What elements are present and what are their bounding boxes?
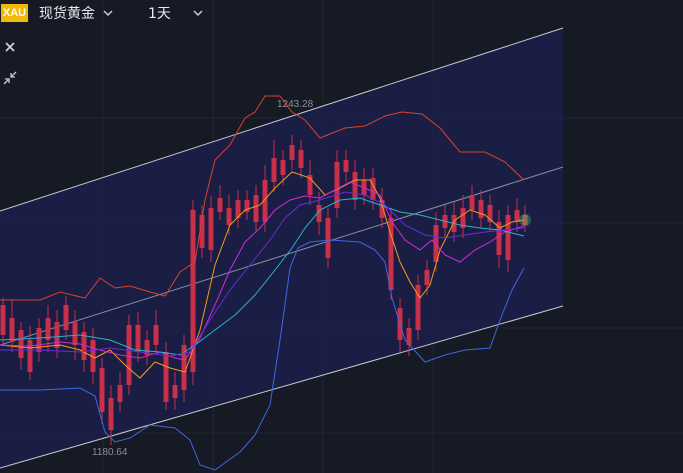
candle-down: [235, 200, 241, 218]
candles: [0, 135, 528, 445]
candle-down: [117, 385, 123, 402]
candle-down: [54, 322, 60, 348]
candle-down: [90, 340, 96, 372]
candle-down: [379, 200, 385, 218]
candle-down: [172, 385, 178, 398]
candle-down: [262, 180, 268, 222]
candle-down: [460, 208, 466, 228]
candle-down: [487, 205, 493, 222]
chevron-down-icon: [103, 5, 113, 21]
candle-down: [253, 195, 259, 222]
candle-down: [289, 145, 295, 160]
collapse-icon: [3, 71, 17, 85]
candle-down: [208, 208, 214, 250]
candle-down: [153, 325, 159, 345]
candle-down: [190, 210, 196, 372]
candle-down: [135, 325, 141, 352]
candle-down: [280, 160, 286, 175]
candle-down: [469, 195, 475, 210]
candle-down: [217, 198, 223, 212]
timeframe-label: 1天: [148, 6, 171, 22]
candle-down: [27, 340, 33, 372]
close-icon: [5, 42, 15, 52]
candle-down: [307, 175, 313, 195]
ma-orange-line: [0, 171, 525, 379]
candle-down: [298, 150, 304, 168]
candle-down: [0, 305, 6, 335]
candle-down: [496, 222, 502, 255]
candle-down: [478, 200, 484, 218]
candle-down: [424, 270, 430, 285]
candle-down: [126, 325, 132, 385]
ma-magenta-line: [0, 181, 525, 361]
boll-upper-line: [0, 95, 525, 301]
candle-down: [163, 352, 169, 402]
candle-down: [81, 332, 87, 360]
timeframe-selector[interactable]: 1天: [148, 3, 203, 23]
ma-cyan-line: [0, 197, 525, 356]
candle-down: [514, 210, 520, 222]
channel-upper-line: [0, 27, 564, 212]
candle-down: [325, 218, 331, 258]
candle-down: [9, 318, 15, 342]
indicator-lines: [0, 95, 525, 471]
top-bar: XAU 现货黄金 1天: [0, 0, 683, 26]
candle-down: [45, 318, 51, 340]
last-price-glow: [519, 214, 531, 226]
candle-down: [199, 215, 205, 248]
candle-down: [522, 215, 528, 225]
candle-down: [352, 172, 358, 200]
candle-down: [433, 225, 439, 262]
channel-middle-line: [0, 166, 564, 346]
collapse-button[interactable]: [2, 70, 18, 86]
candle-down: [343, 160, 349, 172]
candle-down: [505, 215, 511, 260]
symbol-badge: XAU: [1, 4, 28, 22]
candle-down: [334, 162, 340, 208]
chevron-down-icon: [193, 5, 203, 21]
candle-down: [244, 200, 250, 212]
ma-purple-line: [0, 191, 525, 357]
candle-down: [271, 158, 277, 182]
candle-down: [415, 285, 421, 330]
candle-down: [99, 368, 105, 412]
candle-down: [226, 208, 232, 225]
candle-down: [370, 178, 376, 200]
candle-down: [108, 398, 114, 430]
candle-down: [316, 205, 322, 222]
high-price-label: 1243.28: [277, 99, 314, 110]
candle-down: [144, 340, 150, 355]
low-price-label: 1180.64: [92, 447, 128, 458]
candle-down: [406, 328, 412, 345]
channel-lower-line: [0, 305, 564, 469]
candle-down: [72, 322, 78, 345]
candle-down: [63, 305, 69, 330]
symbol-name: 现货黄金: [39, 6, 95, 22]
close-button[interactable]: [2, 39, 18, 55]
candle-down: [18, 330, 24, 358]
candle-down: [181, 345, 187, 390]
candle-down: [36, 328, 42, 352]
boll-lower-line: [0, 239, 525, 471]
symbol-selector[interactable]: 现货黄金: [39, 3, 113, 23]
candle-down: [388, 218, 394, 290]
